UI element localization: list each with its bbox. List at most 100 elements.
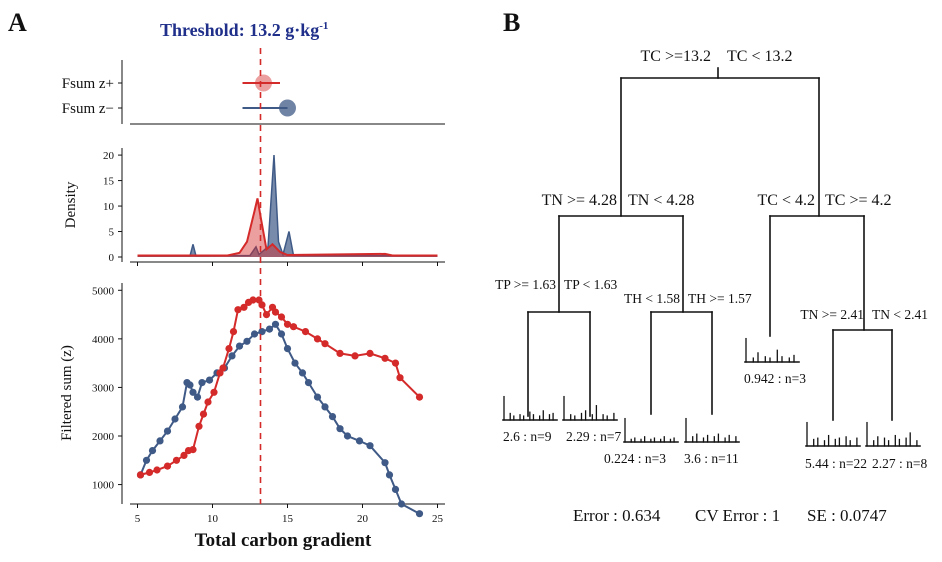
stat-se: SE : 0.0747 — [807, 506, 887, 525]
filtered-point-blue — [343, 432, 352, 440]
filtered-point-blue — [385, 471, 394, 479]
split-root-right: TC < 13.2 — [727, 48, 792, 65]
filtered-marks — [136, 296, 424, 518]
filtered-point-red — [249, 296, 257, 304]
filtered-point-blue — [258, 328, 266, 336]
density-area-zminus — [137, 155, 438, 257]
x-ticks: 5 10 15 20 25 — [135, 504, 444, 525]
leaf-labels: 2.6 : n=9 2.29 : n=7 0.224 : n=3 3.6 : n… — [503, 371, 927, 471]
filtered-point-red — [225, 345, 233, 353]
split-labels-small: TP >= 1.63 TP < 1.63 TH < 1.58 TH >= 1.5… — [495, 277, 928, 322]
filtered-point-red — [229, 328, 238, 336]
xtick-label-3: 20 — [357, 513, 369, 525]
leaf-hist-7 — [865, 421, 921, 447]
filtered-point-red — [277, 313, 286, 321]
fsum-point-0 — [255, 74, 272, 92]
fsum-panel: Fsum z+ Fsum z− — [62, 60, 445, 125]
split-l-left: TN >= 4.28 — [542, 192, 617, 209]
filtered-point-blue — [366, 442, 374, 450]
filtered-point-blue — [321, 403, 329, 411]
filtered-point-red — [258, 301, 266, 309]
filtered-line-red — [140, 299, 421, 476]
filtered-ytick-label-0: 1000 — [92, 480, 115, 492]
density-ytick-label-3: 15 — [103, 176, 115, 188]
split-rr-left: TN >= 2.41 — [800, 307, 864, 322]
filtered-y-ticks: 1000 2000 3000 4000 5000 — [92, 285, 122, 492]
filtered-point-blue — [381, 459, 389, 467]
filtered-ylabel: Filtered sum (z) — [59, 345, 75, 441]
leaf-7-label: 2.27 : n=8 — [872, 456, 927, 471]
density-ytick-label-2: 10 — [103, 201, 115, 213]
density-line-zplus — [137, 198, 438, 257]
panel-b-label: B — [503, 8, 520, 37]
filtered-point-red — [289, 323, 298, 331]
density-line-zminus — [137, 155, 438, 258]
split-rr-right: TN < 2.41 — [872, 307, 928, 322]
filtered-point-blue — [228, 352, 236, 360]
filtered-point-red — [189, 446, 197, 454]
filtered-point-blue — [415, 510, 424, 518]
filtered-point-red — [301, 328, 310, 336]
split-r-left: TC < 4.2 — [758, 192, 815, 209]
filtered-point-red — [283, 320, 292, 328]
split-l-right: TN < 4.28 — [628, 192, 694, 209]
filtered-point-blue — [304, 379, 313, 387]
filtered-ytick-label-2: 3000 — [92, 382, 115, 394]
leaf-hist-4 — [684, 417, 740, 443]
density-ylabel: Density — [63, 181, 79, 228]
leaf-2-label: 2.29 : n=7 — [566, 429, 621, 444]
density-ytick-label-0: 0 — [109, 252, 115, 264]
filtered-point-blue — [148, 447, 157, 455]
stat-cv-error: CV Error : 1 — [695, 506, 780, 525]
filtered-point-red — [210, 388, 218, 396]
filtered-ytick-label-3: 4000 — [92, 334, 115, 346]
x-axis-title: Total carbon gradient — [195, 530, 372, 551]
filtered-point-blue — [193, 393, 202, 401]
density-marks — [137, 155, 438, 258]
filtered-point-red — [180, 451, 188, 459]
stat-error: Error : 0.634 — [573, 506, 661, 525]
filtered-point-red — [262, 311, 271, 319]
split-lr-right: TH >= 1.57 — [688, 291, 752, 306]
fsum-zminus-label: Fsum z− — [62, 101, 114, 117]
leaf-4-label: 3.6 : n=11 — [684, 451, 739, 466]
split-ll-left: TP >= 1.63 — [495, 277, 556, 292]
filtered-point-red — [271, 308, 280, 316]
filtered-point-blue — [277, 330, 286, 338]
filtered-ytick-label-4: 5000 — [92, 285, 115, 297]
filtered-point-blue — [271, 320, 280, 328]
xtick-label-0: 5 — [135, 513, 141, 525]
density-ytick-label-4: 20 — [103, 150, 115, 162]
filtered-point-blue — [250, 330, 259, 338]
tree-branches — [527, 67, 893, 421]
filtered-point-blue — [235, 342, 244, 350]
leaf-5-label: 0.942 : n=3 — [744, 371, 806, 386]
filtered-point-blue — [186, 381, 194, 389]
split-root-left: TC >=13.2 — [641, 48, 712, 65]
xtick-label-2: 15 — [282, 513, 294, 525]
filtered-point-red — [153, 466, 161, 474]
split-r-right: TC >= 4.2 — [825, 192, 892, 209]
threshold-title: Threshold: 13.2 g·kg-1 — [160, 20, 328, 40]
tree-stats: Error : 0.634 CV Error : 1 SE : 0.0747 — [573, 506, 887, 525]
filtered-point-red — [199, 410, 208, 418]
filtered-point-red — [336, 349, 344, 357]
filtered-point-blue — [243, 337, 251, 345]
leaf-hist-3 — [623, 417, 679, 443]
filtered-ytick-label-1: 2000 — [92, 431, 115, 443]
leaf-hist-6 — [805, 421, 861, 447]
filtered-point-red — [195, 422, 203, 430]
leaf-1-label: 2.6 : n=9 — [503, 429, 552, 444]
filtered-point-red — [321, 340, 329, 348]
filtered-point-red — [163, 462, 172, 470]
leaf-6-label: 5.44 : n=22 — [805, 456, 867, 471]
filtered-point-blue — [265, 325, 274, 333]
filtered-line-blue — [139, 322, 420, 515]
filtered-point-red — [396, 374, 404, 382]
leaf-hist-1 — [502, 395, 558, 421]
density-ytick-label-1: 5 — [109, 227, 115, 239]
fsum-point-1 — [279, 99, 296, 117]
fsum-zplus-label: Fsum z+ — [62, 76, 114, 92]
filtered-point-red — [415, 393, 424, 401]
